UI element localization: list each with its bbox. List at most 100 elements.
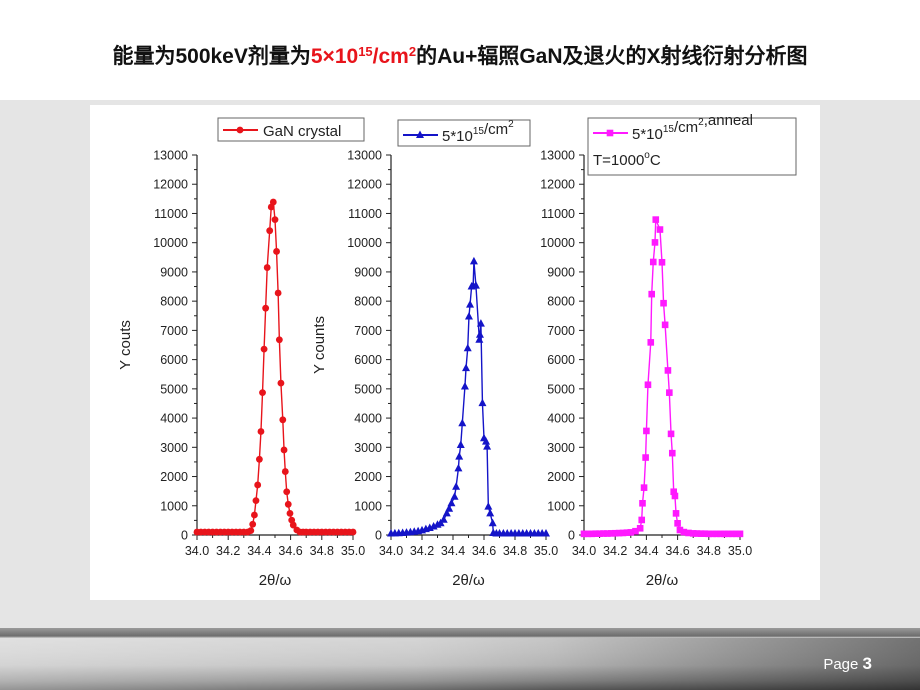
data-point <box>732 530 740 538</box>
data-point <box>640 484 648 491</box>
y-tick-label: 4000 <box>547 412 575 426</box>
series-line <box>584 219 740 535</box>
data-point <box>257 428 265 435</box>
y-tick-label: 5000 <box>547 382 575 396</box>
data-point <box>580 530 588 538</box>
y-axis-label: Y counts <box>311 316 328 374</box>
data-point <box>247 527 255 535</box>
x-tick-label: 35.0 <box>534 544 558 558</box>
y-tick-label: 7000 <box>547 324 575 338</box>
title-text-2: 的Au+辐照GaN及退火的X射线衍射分析图 <box>416 45 808 68</box>
data-point <box>636 524 644 532</box>
legend-label: GaN crystal <box>263 123 341 140</box>
data-point <box>249 520 257 528</box>
y-tick-label: 3000 <box>354 441 382 455</box>
legend-superscript: 15 <box>663 124 675 135</box>
data-point <box>656 226 664 233</box>
data-point <box>469 256 478 265</box>
data-point <box>269 198 277 206</box>
data-point <box>639 499 646 507</box>
data-point <box>447 498 456 507</box>
legend-text: ,anneal <box>704 112 753 129</box>
data-point <box>680 528 688 536</box>
x-tick-label: 34.8 <box>310 544 334 558</box>
y-tick-label: 8000 <box>354 295 382 309</box>
legend-label: 5*1015/cm2,anneal <box>632 112 753 143</box>
data-point <box>450 492 459 500</box>
y-tick-label: 2000 <box>160 470 188 484</box>
xrd-charts: 0 1000 2000 3000 4000 5000 6000 7000 8000 9000 100… <box>117 112 797 589</box>
data-point <box>611 529 619 537</box>
data-point <box>484 502 493 510</box>
data-point <box>717 530 724 538</box>
x-tick-label: 34.6 <box>472 544 496 558</box>
data-point <box>584 530 592 538</box>
x-tick-label: 34.4 <box>247 544 271 558</box>
data-point <box>458 418 467 427</box>
data-point <box>252 497 260 505</box>
data-point <box>488 518 497 527</box>
chart-panel-2: 0 1000 2000 3000 4000 5000 6000 7000 8000 9000 100… <box>311 119 558 589</box>
data-point <box>284 500 292 508</box>
data-point <box>455 452 464 460</box>
data-point <box>445 504 454 512</box>
y-tick-label: 4000 <box>354 412 382 426</box>
data-point <box>475 335 484 343</box>
data-point <box>661 321 669 329</box>
y-tick-label: 7000 <box>354 324 382 338</box>
data-point <box>728 530 736 538</box>
data-point <box>466 300 475 308</box>
legend-text: /cm <box>484 121 508 138</box>
data-point <box>275 336 283 344</box>
y-tick-label: 12000 <box>347 178 382 192</box>
y-tick-label: 1000 <box>160 499 188 513</box>
y-tick-label: 6000 <box>354 353 382 367</box>
legend-superscript: 15 <box>473 126 485 137</box>
data-point <box>463 343 472 352</box>
data-point <box>464 312 473 320</box>
legend-label: 5*1015/cm2 <box>442 119 514 145</box>
data-point <box>260 345 268 353</box>
data-point <box>273 248 280 255</box>
data-point <box>596 530 603 537</box>
data-point <box>668 449 676 457</box>
y-tick-label: 0 <box>568 529 575 543</box>
data-point <box>642 454 649 461</box>
data-point <box>283 488 291 496</box>
legend-temperature: T=1000oC <box>593 150 661 169</box>
data-point <box>689 530 697 537</box>
title-dose: 5×1015/cm2 <box>311 45 416 68</box>
data-point <box>280 446 288 454</box>
data-point <box>736 530 744 538</box>
data-point <box>697 530 705 537</box>
x-tick-label: 34.0 <box>379 544 403 558</box>
legend-box <box>217 117 365 142</box>
dose-unit: /cm <box>372 45 409 68</box>
data-point <box>644 381 652 389</box>
y-tick-label: 10000 <box>540 236 575 250</box>
data-point <box>672 510 680 517</box>
y-tick-label: 13000 <box>153 149 188 163</box>
data-point <box>259 389 266 397</box>
data-point <box>462 363 471 372</box>
y-tick-label: 13000 <box>347 149 382 163</box>
data-point <box>256 455 263 463</box>
data-point <box>674 520 681 527</box>
x-tick-label: 34.2 <box>216 544 240 558</box>
y-tick-label: 4000 <box>160 412 188 426</box>
data-point <box>588 530 596 538</box>
x-tick-label: 34.0 <box>572 544 596 558</box>
data-point <box>685 529 692 537</box>
data-point <box>254 481 262 489</box>
x-tick-label: 34.0 <box>185 544 209 558</box>
data-point <box>632 527 639 535</box>
page-number: Page 3 <box>823 654 872 674</box>
data-point <box>478 398 487 407</box>
data-point <box>709 530 716 538</box>
legend-superscript: 2 <box>698 117 704 128</box>
y-tick-label: 6000 <box>547 353 575 367</box>
x-axis-label: 2θ/ω <box>646 572 679 589</box>
y-tick-label: 1000 <box>547 499 575 513</box>
x-tick-label: 34.8 <box>503 544 527 558</box>
data-point <box>693 530 701 537</box>
